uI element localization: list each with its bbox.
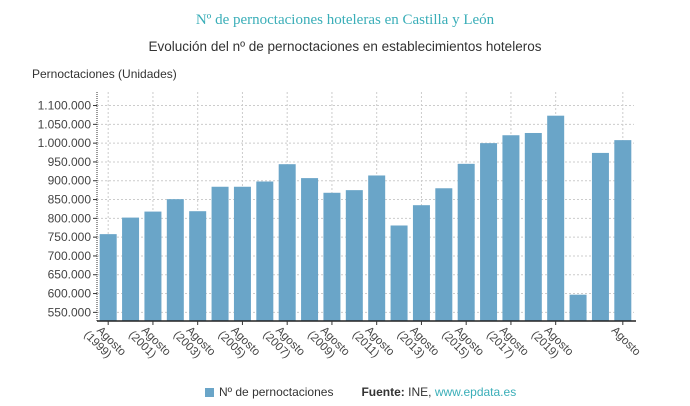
bar <box>278 164 296 321</box>
y-tick-label: 1.100.000 <box>38 99 92 113</box>
bar <box>99 234 117 321</box>
x-tick-label: Agosto <box>609 325 643 359</box>
x-tick-label: Agosto(2001) <box>126 320 173 367</box>
x-tick-label: Agosto(2003) <box>171 320 218 367</box>
x-tick-label: Agosto(2011) <box>350 320 397 367</box>
y-tick-label: 800.000 <box>48 211 92 225</box>
bar <box>189 211 207 321</box>
legend-series-label: Nº de pernoctaciones <box>219 385 334 399</box>
chart-subtitle: Evolución del nº de pernoctaciones en es… <box>148 39 542 54</box>
bar <box>368 175 386 321</box>
y-axis-title: Pernoctaciones (Unidades) <box>32 67 177 81</box>
bar <box>412 205 430 321</box>
y-tick-label: 600.000 <box>48 287 92 301</box>
bar <box>480 143 498 321</box>
bar <box>323 192 341 321</box>
chart-title: Nº de pernoctaciones hoteleras en Castil… <box>195 12 495 28</box>
bar <box>524 132 542 321</box>
bar <box>301 178 319 321</box>
bar <box>502 135 520 321</box>
bar <box>435 188 453 321</box>
x-tick-label: Agosto(2017) <box>484 320 531 367</box>
bar <box>614 140 632 321</box>
bar <box>591 152 609 321</box>
y-tick-label: 1.050.000 <box>38 117 92 131</box>
bar <box>547 115 565 321</box>
x-tick-label: Agosto(2019) <box>529 320 576 367</box>
source-link[interactable]: www.epdata.es <box>434 385 517 399</box>
x-tick-label: Agosto(2007) <box>260 320 307 367</box>
bar <box>233 186 251 321</box>
source-label: Fuente: <box>361 385 405 399</box>
bar <box>211 186 229 321</box>
x-tick-label: Agosto(2009) <box>305 320 352 367</box>
bar <box>122 217 140 321</box>
legend-swatch <box>205 387 214 397</box>
y-tick-label: 750.000 <box>48 230 92 244</box>
bar <box>166 199 184 321</box>
y-tick-label: 1.000.000 <box>38 136 92 150</box>
bar <box>256 181 274 321</box>
bar <box>144 211 162 321</box>
bar <box>569 294 587 321</box>
source: Fuente: INE, www.epdata.es <box>361 385 516 399</box>
x-tick-label: Agosto(1999) <box>81 320 128 367</box>
y-tick-label: 550.000 <box>48 305 92 319</box>
bar <box>457 163 475 321</box>
bar <box>345 190 363 321</box>
y-tick-label: 850.000 <box>48 193 92 207</box>
y-tick-label: 700.000 <box>48 249 92 263</box>
y-tick-label: 650.000 <box>48 268 92 282</box>
x-tick-label: Agosto(2005) <box>216 320 263 367</box>
legend: Nº de pernoctaciones Fuente: INE, www.ep… <box>205 385 516 399</box>
y-tick-label: 950.000 <box>48 155 92 169</box>
source-text: INE, <box>404 385 435 399</box>
bar <box>390 225 408 321</box>
x-tick-label: Agosto(2013) <box>395 320 442 367</box>
y-tick-label: 900.000 <box>48 174 92 188</box>
x-tick-label: Agosto(2015) <box>439 320 486 367</box>
